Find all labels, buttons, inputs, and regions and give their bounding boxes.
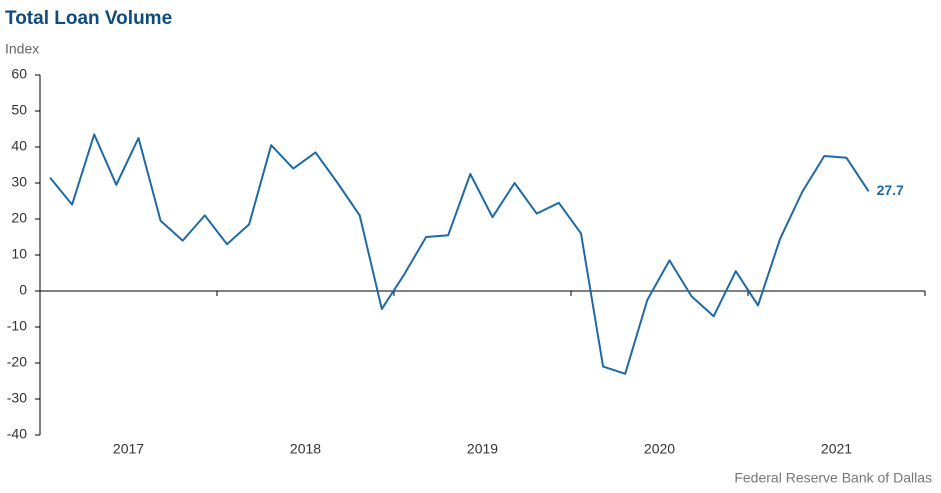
y-axis-label: Index <box>5 41 39 57</box>
y-tick-label: 40 <box>11 138 27 154</box>
y-tick-label: 0 <box>19 282 27 298</box>
data-line <box>49 133 870 375</box>
x-tick-label: 2019 <box>467 441 498 457</box>
y-tick-label: -10 <box>7 318 27 334</box>
data-label: 27.7 <box>877 182 904 198</box>
x-tick-label: 2020 <box>644 441 675 457</box>
y-tick-label: -20 <box>7 354 27 370</box>
x-tick-label: 2017 <box>113 441 144 457</box>
y-tick-label: -30 <box>7 390 27 406</box>
source-note: Federal Reserve Bank of Dallas <box>734 470 932 486</box>
x-tick-label: 2018 <box>290 441 321 457</box>
y-tick-label: 30 <box>11 174 27 190</box>
y-tick-label: 50 <box>11 102 27 118</box>
y-tick-label: 10 <box>11 246 27 262</box>
x-tick-label: 2021 <box>821 441 852 457</box>
y-tick-label: 20 <box>11 210 27 226</box>
chart-title: Total Loan Volume <box>5 8 172 29</box>
y-tick-label: -40 <box>7 426 27 442</box>
y-tick-label: 60 <box>11 66 27 82</box>
